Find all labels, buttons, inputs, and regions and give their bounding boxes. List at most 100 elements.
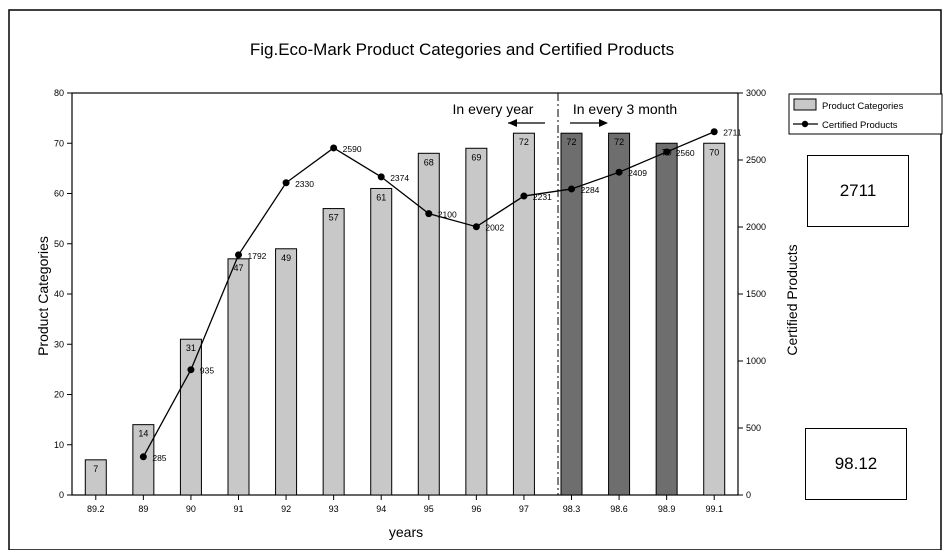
y-right-tick-label: 0 (746, 490, 751, 500)
bar-value-label: 72 (614, 137, 624, 147)
line-value-label: 2590 (343, 144, 362, 154)
bar (465, 147, 488, 496)
y-right-tick-label: 500 (746, 423, 761, 433)
bar (512, 132, 535, 496)
x-tick-label: 98.3 (563, 504, 581, 514)
bar-value-label: 31 (186, 343, 196, 353)
bar-value-label: 14 (138, 429, 148, 439)
line-value-label: 2231 (533, 192, 552, 202)
bars-layer: 714314749576168697272727070 (84, 132, 726, 496)
x-tick-label: 89.2 (87, 504, 105, 514)
x-tick-label: 97 (519, 504, 529, 514)
y-right-tick-label: 2000 (746, 222, 766, 232)
x-tick-label: 89 (138, 504, 148, 514)
line-value-label: 2002 (485, 223, 504, 233)
x-tick-label: 99.1 (705, 504, 723, 514)
y-left-tick-label: 70 (54, 138, 64, 148)
legend: Product Categories Certified Products (788, 93, 943, 135)
bar (703, 142, 726, 496)
legend-bar-swatch (793, 98, 817, 111)
bar-value-label: 70 (709, 147, 719, 157)
bar-value-label: 72 (519, 137, 529, 147)
latest-certified-products-value: 2711 (839, 181, 877, 200)
bar-value-label: 57 (329, 213, 339, 223)
line-point (330, 144, 338, 152)
left-period-annotation: In every year (453, 101, 534, 117)
x-tick-label: 94 (376, 504, 386, 514)
line-point (615, 168, 623, 176)
bar (417, 152, 440, 496)
y-right-tick-label: 3000 (746, 88, 766, 98)
x-axis-title: years (389, 524, 423, 540)
line-point (710, 128, 718, 136)
bar (655, 142, 678, 496)
y-left-tick-label: 10 (54, 440, 64, 450)
line-value-label: 2284 (581, 185, 600, 195)
y-left-tick-label: 60 (54, 189, 64, 199)
right-period-annotation: In every 3 month (573, 101, 677, 117)
legend-bar-label: Product Categories (822, 101, 904, 112)
line-value-label: 2330 (295, 179, 314, 189)
bar (227, 258, 250, 496)
x-tick-label: 95 (424, 504, 434, 514)
x-tick-label: 98.6 (610, 504, 628, 514)
right-arrow-icon (570, 119, 608, 127)
y-left-tick-label: 80 (54, 88, 64, 98)
y-left-tick-label: 0 (59, 490, 64, 500)
line-value-label: 935 (200, 366, 214, 376)
y-left-tick-label: 40 (54, 289, 64, 299)
line-value-label: 2711 (723, 128, 742, 138)
x-tick-label: 98.9 (658, 504, 676, 514)
bar-value-label: 69 (471, 152, 481, 162)
line-value-label: 2100 (438, 210, 457, 220)
bar-value-label: 47 (233, 263, 243, 273)
legend-line-marker (801, 120, 809, 128)
line-point (235, 251, 242, 259)
y-left-tick-label: 30 (54, 339, 64, 349)
line-point (377, 173, 385, 181)
latest-date-value: 98.12 (834, 454, 878, 473)
line-point (472, 223, 480, 231)
bar (608, 132, 631, 496)
y-axis-right-title: Certified Products (784, 244, 800, 355)
x-tick-label: 96 (471, 504, 481, 514)
bar-value-label: 49 (281, 253, 291, 263)
chart-title: Fig.Eco-Mark Product Categories and Cert… (250, 40, 674, 59)
latest-certified-products-box: 2711 (807, 155, 909, 227)
y-left-tick-label: 50 (54, 239, 64, 249)
bar (179, 338, 202, 496)
bar-value-label: 68 (424, 157, 434, 167)
line-value-label: 2560 (676, 148, 695, 158)
line-point (425, 210, 433, 218)
bar-value-label: 61 (376, 192, 386, 202)
line-value-label: 2409 (628, 168, 647, 178)
line-value-label: 285 (152, 453, 166, 463)
line-value-label: 1792 (248, 251, 267, 261)
line-layer: 285 935 1792 2330 2590 2374 2100 2002 2231 2284 24… (139, 128, 742, 463)
plot-area (71, 92, 739, 496)
x-tick-label: 93 (329, 504, 339, 514)
bar-value-label: 7 (93, 464, 98, 474)
y-axis-left-title: Product Categories (35, 236, 51, 356)
latest-date-box: 98.12 (805, 428, 907, 500)
y-right-tick-label: 1500 (746, 289, 766, 299)
y-right-tick-label: 2500 (746, 155, 766, 165)
line-point (520, 192, 528, 200)
line-point (568, 185, 575, 193)
bar (275, 248, 298, 496)
line-point (187, 366, 195, 374)
x-tick-label: 90 (186, 504, 196, 514)
bar (322, 208, 345, 496)
x-tick-label: 92 (281, 504, 291, 514)
left-arrow-icon (508, 119, 545, 127)
bar-value-label: 72 (566, 137, 576, 147)
y-left-tick-label: 20 (54, 390, 64, 400)
line-point (663, 148, 671, 156)
ticks-layer: 0 10 20 30 40 50 60 70 80 0 500 1000 1500 2000 2500 300… (54, 88, 766, 514)
y-right-tick-label: 1000 (746, 356, 766, 366)
line-point (282, 179, 290, 187)
legend-line-label: Certified Products (822, 120, 898, 131)
line-value-label: 2374 (390, 173, 409, 183)
